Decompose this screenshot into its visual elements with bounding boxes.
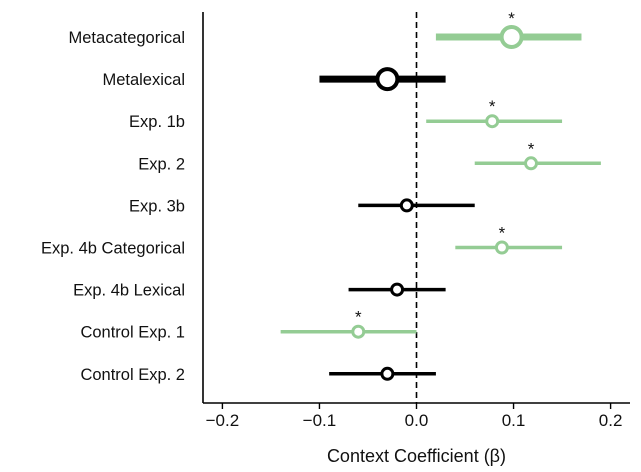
x-axis-title: Context Coefficient (β) — [327, 446, 506, 466]
row-label-control-exp-1: Control Exp. 1 — [80, 324, 185, 342]
row-label-control-exp-2: Control Exp. 2 — [80, 366, 185, 384]
significance-star-exp-4b-categorical: * — [499, 224, 506, 243]
significance-star-exp-2: * — [528, 139, 535, 158]
row-label-metalexical: Metalexical — [102, 71, 185, 89]
estimate-point-metacategorical — [499, 25, 524, 49]
x-tick-label: −0.2 — [206, 411, 240, 430]
x-tick-label: −0.1 — [303, 411, 337, 430]
row-label-exp-1b: Exp. 1b — [129, 113, 185, 131]
row-label-exp-4b-categorical: Exp. 4b Categorical — [41, 240, 185, 258]
estimate-point-exp-1b — [485, 114, 500, 129]
significance-star-exp-1b: * — [489, 97, 496, 116]
estimate-point-control-exp-1 — [351, 324, 366, 339]
estimate-point-exp-4b-lexical — [390, 282, 405, 297]
estimate-point-exp-2 — [524, 156, 539, 171]
significance-star-metacategorical: * — [508, 9, 515, 28]
estimate-point-metalexical — [375, 67, 400, 92]
x-tick-label: 0.1 — [502, 411, 526, 430]
row-label-metacategorical: Metacategorical — [69, 29, 185, 47]
significance-star-control-exp-1: * — [355, 308, 362, 327]
row-label-exp-2: Exp. 2 — [138, 155, 185, 173]
row-label-exp-3b: Exp. 3b — [129, 197, 185, 215]
x-tick-label: 0.2 — [599, 411, 623, 430]
estimate-point-exp-3b — [399, 198, 414, 213]
estimate-point-control-exp-2 — [380, 366, 395, 381]
x-tick-label: 0.0 — [405, 411, 429, 430]
row-label-exp-4b-lexical: Exp. 4b Lexical — [73, 282, 185, 300]
estimate-point-exp-4b-categorical — [494, 240, 509, 255]
